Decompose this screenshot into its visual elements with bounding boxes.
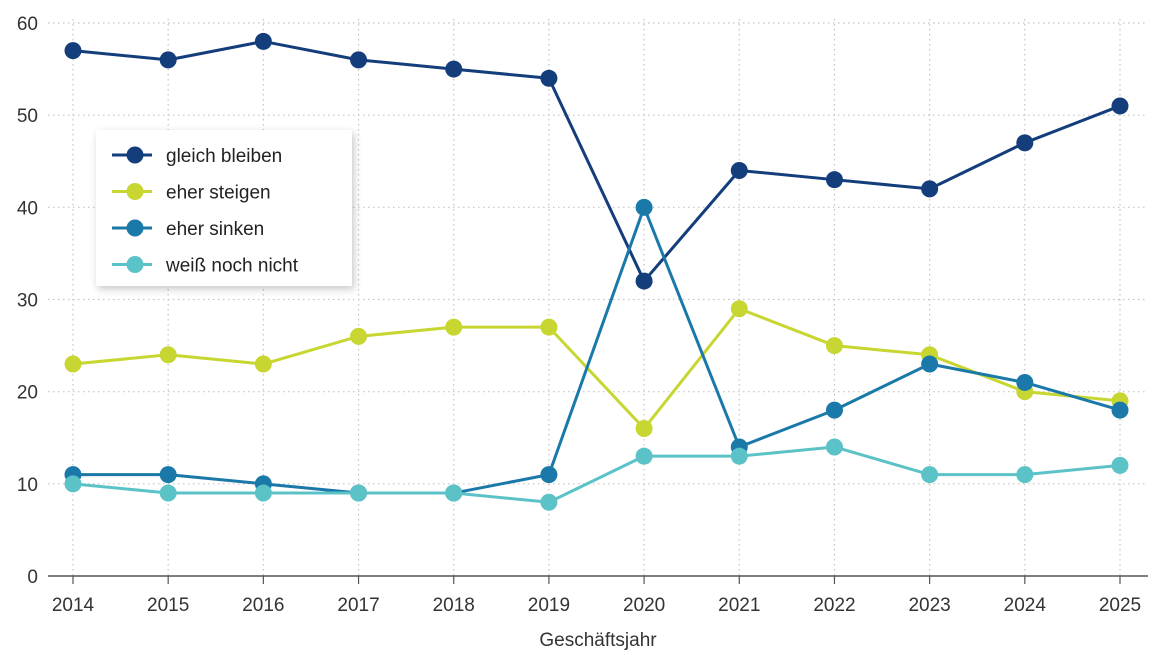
data-point [540, 318, 558, 336]
data-point [445, 60, 463, 78]
data-point [825, 337, 843, 355]
data-point [1016, 134, 1034, 152]
legend-item: weiß noch nicht [112, 256, 299, 277]
x-axis-title: Geschäftsjahr [539, 630, 657, 651]
grid-lines [48, 19, 1148, 576]
data-point [254, 355, 272, 373]
x-tick-label: 2023 [908, 595, 950, 616]
x-tick-label: 2015 [147, 595, 189, 616]
data-point [825, 171, 843, 189]
data-point [350, 327, 368, 345]
data-point [540, 466, 558, 484]
data-point [159, 466, 177, 484]
legend-item: gleich bleiben [112, 146, 282, 167]
data-point [1111, 456, 1129, 474]
legend-item: eher steigen [112, 183, 271, 204]
data-point [64, 475, 82, 493]
data-point [921, 466, 939, 484]
data-point [635, 272, 653, 290]
legend-label: gleich bleiben [166, 146, 282, 167]
y-tick-label: 20 [17, 383, 38, 404]
data-point [445, 484, 463, 502]
data-point [635, 447, 653, 465]
data-point [730, 447, 748, 465]
series-group [64, 32, 1129, 511]
y-tick-label: 60 [17, 14, 38, 35]
x-tick-label: 2018 [433, 595, 475, 616]
data-point [254, 484, 272, 502]
series-line [73, 205, 1121, 495]
series-eher-sinken [64, 198, 1129, 502]
y-tick-label: 30 [17, 291, 38, 312]
x-tick-label: 2014 [52, 595, 95, 616]
x-tick-label: 2022 [813, 595, 855, 616]
legend-item: eher sinken [112, 219, 264, 240]
series-weiß-noch-nicht [64, 438, 1129, 511]
data-point [445, 318, 463, 336]
data-point [540, 69, 558, 87]
data-point [921, 355, 939, 373]
x-tick-label: 2021 [718, 595, 760, 616]
legend-label: eher sinken [166, 219, 264, 240]
data-point [1111, 97, 1129, 115]
x-tick-label: 2017 [337, 595, 379, 616]
data-point [64, 355, 82, 373]
series-eher-steigen [64, 300, 1129, 438]
y-tick-label: 10 [17, 475, 38, 496]
legend-swatch-marker [126, 146, 144, 164]
y-tick-label: 0 [27, 567, 38, 588]
data-point [635, 198, 653, 216]
data-point [159, 346, 177, 364]
legend-swatch-marker [126, 219, 144, 237]
series-line [72, 307, 1121, 431]
series-line [72, 39, 1121, 283]
x-tick-label: 2020 [623, 595, 665, 616]
legend-label: weiß noch nicht [165, 256, 299, 277]
x-tick-label: 2025 [1099, 595, 1141, 616]
data-point [921, 180, 939, 198]
data-point [635, 420, 653, 438]
legend-swatch-marker [126, 183, 144, 200]
data-point [825, 438, 843, 456]
y-tick-label: 40 [17, 198, 38, 219]
x-tick-label: 2024 [1004, 595, 1047, 616]
series-gleich-bleiben [64, 32, 1129, 290]
data-point [350, 484, 368, 502]
data-point [730, 300, 748, 318]
data-point [350, 51, 368, 69]
legend-swatch-marker [126, 256, 144, 273]
series-line [72, 445, 1121, 504]
data-point [159, 484, 177, 502]
axes: 0 10 20 30 40 50 60 2014 2015 2016 2017 2018 2019 202… [17, 14, 1148, 616]
data-point [1111, 401, 1129, 419]
data-point [1016, 373, 1034, 391]
data-point [64, 42, 82, 60]
x-tick-label: 2019 [528, 595, 570, 616]
legend-label: eher steigen [166, 183, 271, 204]
y-tick-label: 50 [17, 106, 38, 127]
data-point [825, 401, 843, 419]
x-tick-label: 2016 [242, 595, 284, 616]
data-point [159, 51, 177, 69]
data-point [254, 32, 272, 50]
data-point [1016, 466, 1034, 484]
data-point [540, 493, 558, 511]
data-point [730, 161, 748, 179]
legend: gleich bleiben eher steigen eher sinken wei… [96, 130, 352, 286]
